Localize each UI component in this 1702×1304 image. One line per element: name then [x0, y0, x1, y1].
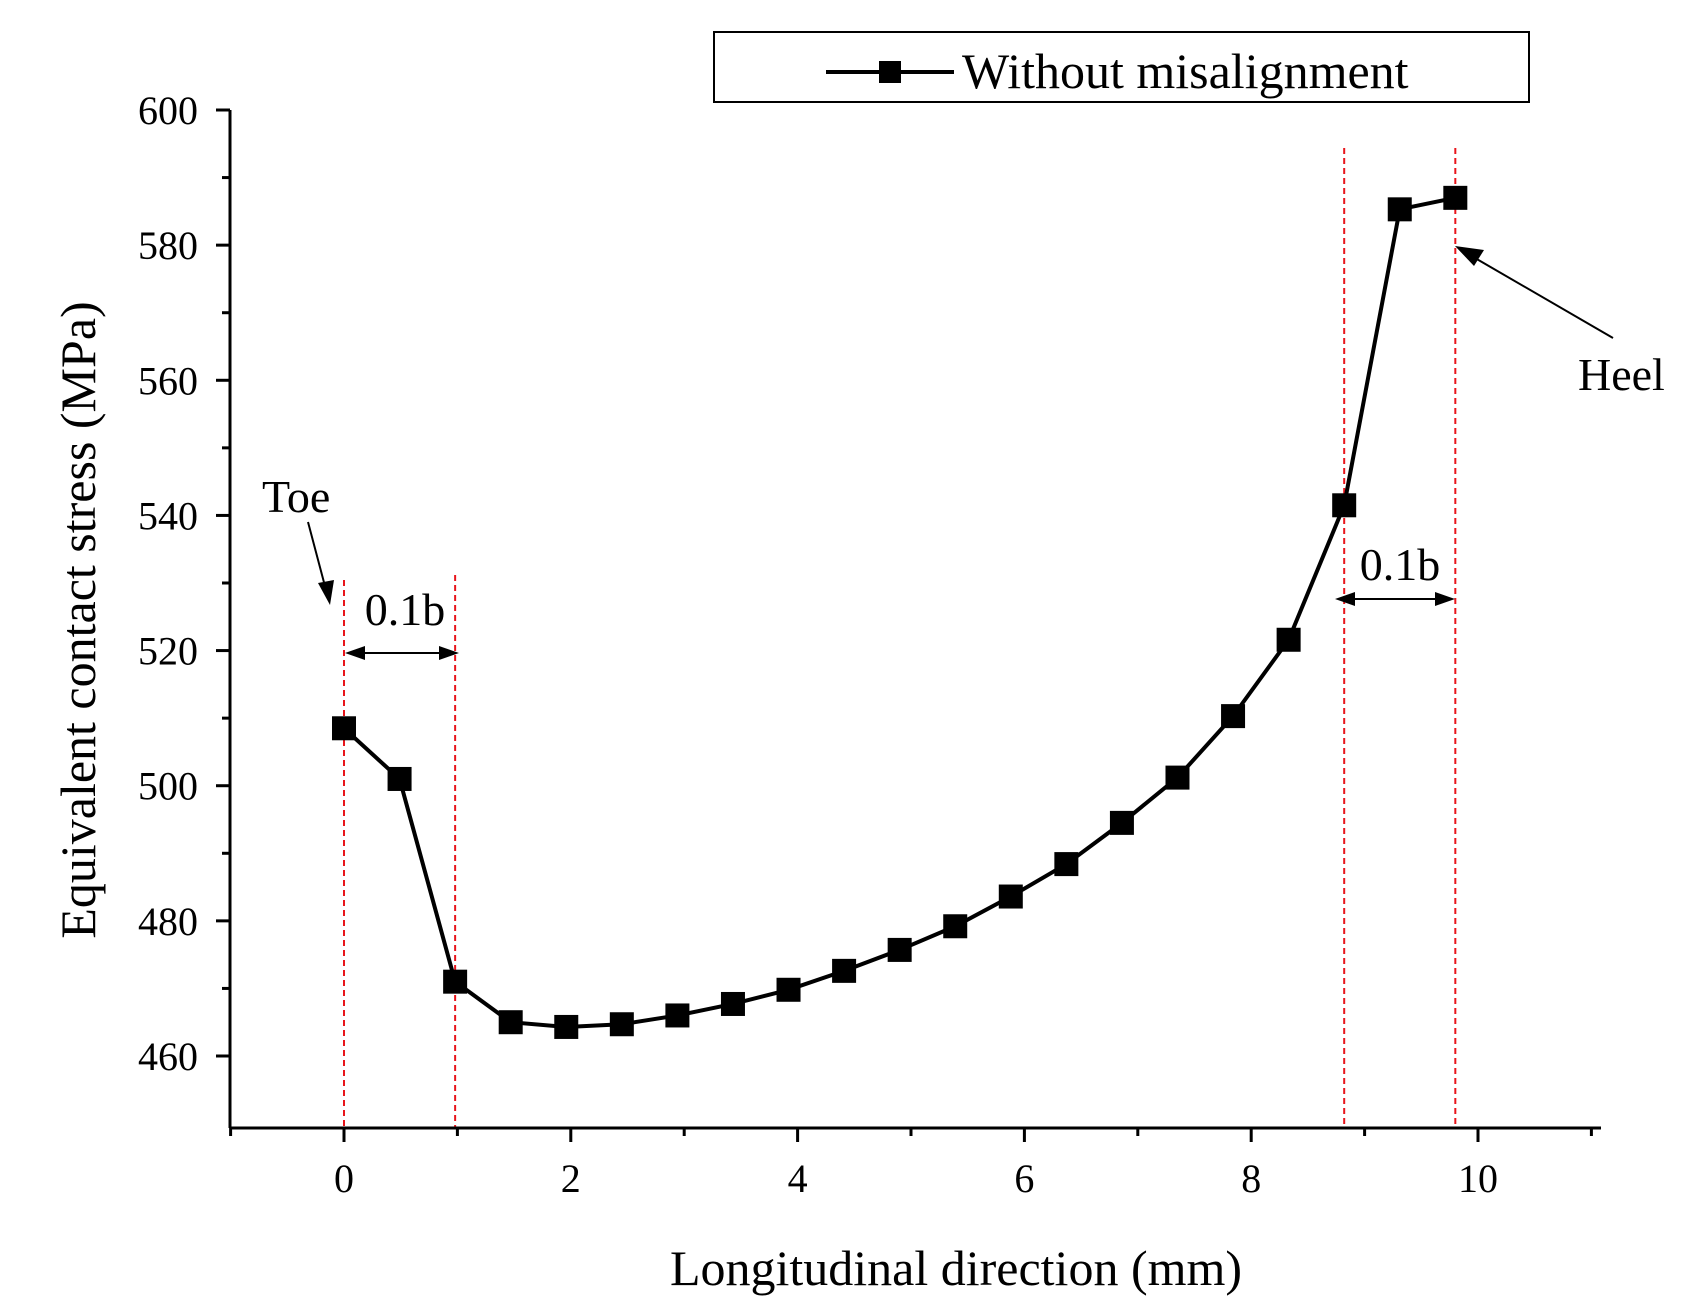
data-point-marker — [1109, 810, 1134, 835]
data-point-marker — [554, 1014, 579, 1039]
x-tick-label: 2 — [561, 1156, 581, 1201]
data-point-marker — [998, 884, 1023, 909]
left-span-arrow-right — [439, 646, 459, 660]
data-point-marker — [1054, 852, 1079, 877]
series-group — [332, 185, 1468, 1039]
data-point-marker — [1443, 185, 1468, 210]
y-axis-title: Equivalent contact stress (MPa) — [50, 301, 106, 938]
y-tick-label: 540 — [138, 493, 198, 538]
data-point-marker — [1165, 765, 1190, 790]
left-span-arrow-left — [345, 646, 365, 660]
y-tick-label: 460 — [138, 1034, 198, 1079]
y-tick-label: 480 — [138, 899, 198, 944]
toe-arrow-line — [307, 521, 327, 591]
x-ticks: 0 2 4 6 8 10 — [229, 1128, 1593, 1201]
left-span-annotation: 0.1b — [345, 584, 459, 660]
legend-marker-sample — [879, 61, 901, 83]
data-point-marker — [332, 716, 356, 741]
x-tick-label: 10 — [1458, 1156, 1498, 1201]
legend-box — [713, 31, 1530, 103]
heel-annotation: Heel — [1455, 246, 1665, 400]
legend: Without misalignment — [713, 31, 1530, 103]
data-point-marker — [387, 766, 412, 791]
data-point-marker — [1387, 197, 1412, 222]
series-line — [342, 195, 1456, 1029]
x-tick-label: 6 — [1014, 1156, 1034, 1201]
toe-annotation: Toe — [262, 471, 334, 605]
data-point-marker — [443, 969, 468, 994]
data-point-marker — [665, 1003, 690, 1028]
y-tick-label: 560 — [138, 358, 198, 403]
data-point-marker — [609, 1012, 634, 1037]
data-point-marker — [943, 914, 968, 939]
toe-arrow-head — [318, 580, 334, 605]
data-point-marker — [832, 958, 857, 983]
y-tick-label: 500 — [138, 764, 198, 809]
heel-arrow-line — [1474, 257, 1614, 339]
y-tick-label: 580 — [138, 223, 198, 268]
right-span-label: 0.1b — [1360, 539, 1441, 590]
right-span-annotation: 0.1b — [1335, 539, 1455, 606]
left-span-label: 0.1b — [365, 584, 446, 635]
x-tick-label: 4 — [788, 1156, 808, 1201]
data-point-marker — [887, 937, 912, 962]
right-span-arrow-right — [1435, 592, 1455, 606]
data-point-marker — [498, 1010, 523, 1035]
data-point-marker — [1221, 704, 1246, 729]
heel-label: Heel — [1578, 349, 1665, 400]
legend-label: Without misalignment — [962, 43, 1409, 99]
y-ticks: 460 480 500 520 540 560 580 600 — [138, 88, 230, 1079]
data-point-marker — [1332, 493, 1357, 518]
data-point-marker — [1276, 627, 1301, 652]
heel-arrow-head — [1455, 246, 1484, 266]
x-tick-label: 0 — [334, 1156, 354, 1201]
data-point-marker — [776, 977, 801, 1002]
y-tick-label: 520 — [138, 629, 198, 674]
right-span-arrow-left — [1335, 592, 1355, 606]
toe-label: Toe — [262, 471, 330, 522]
x-tick-label: 8 — [1241, 1156, 1261, 1201]
reference-lines — [343, 148, 1457, 1128]
y-tick-label: 600 — [138, 88, 198, 133]
data-point-marker — [720, 991, 745, 1016]
x-axis-title: Longitudinal direction (mm) — [670, 1240, 1242, 1296]
